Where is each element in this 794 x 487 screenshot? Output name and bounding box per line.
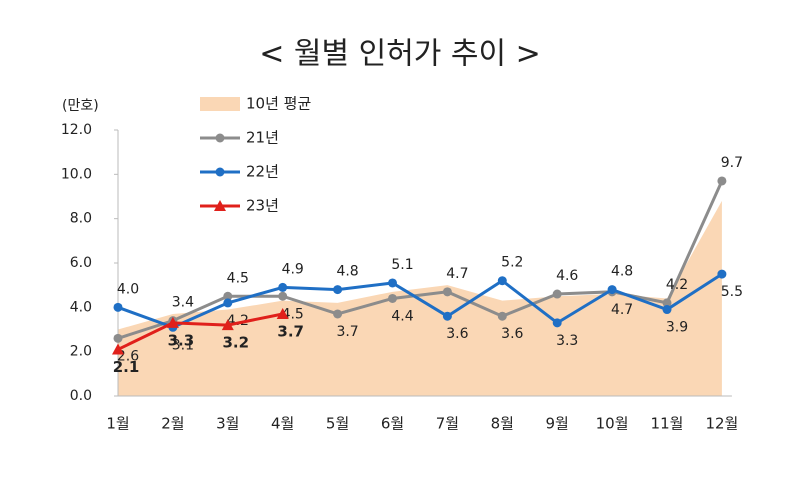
x-tick-label: 8월: [491, 415, 514, 433]
line: [117, 312, 283, 351]
x-tick-label: 9월: [546, 415, 569, 433]
y-tick-label: 8.0: [70, 211, 92, 227]
marker: [717, 176, 727, 186]
marker: [552, 289, 562, 299]
x-tick-label: 11월: [651, 415, 684, 433]
data-label: 4.6: [556, 268, 578, 284]
data-label: 3.7: [336, 324, 358, 340]
y-axis-label: (만호): [62, 98, 99, 114]
data-label: 3.9: [666, 320, 688, 336]
data-label: 4.9: [282, 261, 304, 277]
chart-title: < 월별 인허가 추이 >: [259, 37, 541, 72]
data-label: 3.6: [501, 326, 523, 342]
data-label: 4.2: [666, 277, 688, 293]
marker: [333, 285, 343, 295]
data-label: 5.2: [501, 255, 523, 271]
x-tick-label: 7월: [436, 415, 459, 433]
marker: [388, 293, 397, 303]
data-label: 9.7: [721, 155, 743, 171]
y-tick-label: 10.0: [61, 166, 92, 182]
marker: [497, 276, 507, 286]
x-tick-label: 5월: [326, 415, 349, 433]
x-tick-label: 3월: [216, 415, 239, 433]
marker: [552, 318, 562, 328]
marker: [166, 316, 179, 328]
data-label: 3.1: [172, 337, 194, 353]
data-label: 4.7: [446, 266, 468, 282]
marker: [223, 298, 233, 308]
line: [117, 272, 723, 329]
data-label: 5.1: [391, 257, 413, 273]
data-label: 3.3: [168, 331, 195, 349]
legend-swatch: [200, 97, 240, 111]
legend-label: 22년: [246, 163, 279, 181]
data-label: 3.2: [223, 334, 250, 352]
legend-label: 23년: [246, 197, 279, 215]
y-tick-label: 12.0: [61, 122, 92, 138]
marker: [442, 287, 452, 297]
marker: [717, 269, 727, 279]
marker: [223, 291, 233, 301]
y-tick-label: 4.0: [70, 299, 92, 315]
y-tick-label: 6.0: [70, 255, 92, 271]
data-label: 3.6: [446, 326, 468, 342]
legend-marker: [215, 167, 225, 177]
data-label: 3.3: [556, 333, 578, 349]
y-tick-label: 2.0: [70, 344, 92, 360]
legend-marker: [214, 200, 226, 211]
legend-label: 21년: [246, 129, 279, 147]
data-label: 5.5: [721, 284, 743, 300]
marker: [442, 311, 452, 321]
data-label: 3.4: [172, 295, 194, 311]
marker: [113, 302, 123, 312]
x-tick-label: 4월: [271, 415, 294, 433]
data-label: 4.8: [336, 264, 358, 280]
x-tick-label: 6월: [381, 415, 404, 433]
legend-label: 10년 평균: [246, 95, 311, 113]
data-label: 4.8: [611, 264, 633, 280]
data-label: 4.4: [391, 308, 413, 324]
marker: [333, 309, 343, 319]
marker: [276, 307, 289, 319]
marker: [113, 333, 123, 343]
x-tick-label: 2월: [161, 415, 184, 433]
marker: [221, 319, 234, 331]
marker: [497, 311, 507, 321]
marker: [388, 278, 397, 288]
marker: [112, 343, 124, 355]
marker: [278, 282, 288, 292]
x-tick-label: 1월: [106, 415, 129, 433]
data-label: 2.1: [113, 358, 140, 376]
data-label: 3.7: [277, 322, 304, 340]
data-label: 4.5: [227, 270, 249, 286]
data-label: 4.0: [117, 281, 139, 297]
data-label: 4.7: [611, 302, 633, 318]
x-tick-label: 10월: [596, 415, 629, 433]
marker: [662, 298, 672, 308]
y-tick-label: 0.0: [70, 388, 92, 404]
marker: [278, 291, 288, 301]
x-tick-label: 12월: [705, 415, 738, 433]
marker: [607, 285, 617, 295]
marker: [662, 305, 672, 315]
legend-marker: [215, 133, 225, 143]
